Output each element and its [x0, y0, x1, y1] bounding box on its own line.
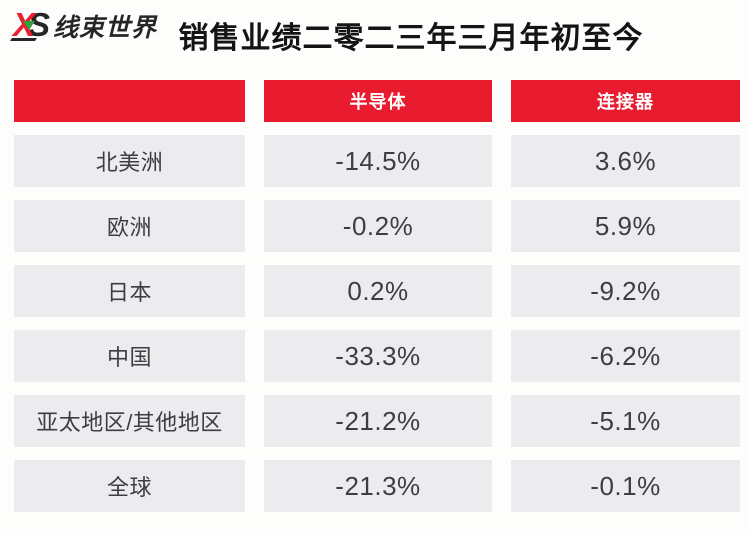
logo-brand-name: 线束世界: [53, 13, 158, 42]
header-cell-semiconductor: 半导体: [264, 80, 492, 122]
header-cell-connector: 连接器: [511, 80, 740, 122]
header-connector-label: 连接器: [597, 92, 654, 112]
semiconductor-value-cell: -14.5%: [264, 135, 492, 187]
region-cell: 日本: [14, 265, 245, 317]
page-title: 销售业绩二零二三年三月年初至今: [178, 22, 644, 55]
connector-value-cell: -9.2%: [511, 265, 740, 317]
header-semiconductor-label: 半导体: [349, 92, 407, 112]
title-bar: 销售业绩二零二三年三月年初至今: [0, 21, 750, 57]
semiconductor-value-cell: -0.2%: [264, 200, 492, 252]
region-cell: 欧洲: [14, 200, 245, 252]
connector-value-cell: -0.1%: [511, 460, 740, 512]
connector-value-cell: 3.6%: [511, 135, 740, 187]
logo-x-glyph: X: [13, 6, 36, 43]
region-cell: 北美洲: [14, 135, 245, 187]
semiconductor-value-cell: -21.2%: [264, 395, 492, 447]
semiconductor-value-cell: -33.3%: [264, 330, 492, 382]
sales-performance-table: 半导体 连接器 北美洲 -14.5% 3.6% 欧洲 -0.2% 5.9% 日本 0.2% -9…: [14, 80, 740, 512]
connector-value-cell: -5.1%: [511, 395, 740, 447]
region-cell: 全球: [14, 460, 245, 512]
semiconductor-value-cell: 0.2%: [264, 265, 492, 317]
semiconductor-value-cell: -21.3%: [264, 460, 492, 512]
connector-value-cell: -6.2%: [511, 330, 740, 382]
brand-logo: X S 线束世界: [13, 5, 157, 41]
region-cell: 中国: [14, 330, 245, 382]
header-cell-region: [14, 80, 245, 122]
region-cell: 亚太地区/其他地区: [14, 395, 245, 447]
connector-value-cell: 5.9%: [511, 200, 740, 252]
